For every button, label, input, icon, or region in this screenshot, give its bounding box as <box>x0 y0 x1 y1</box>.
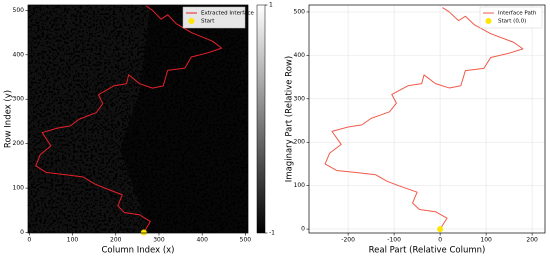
axes-frame <box>308 4 546 234</box>
legend-swatch <box>188 18 195 24</box>
interface-line <box>324 7 524 230</box>
y-tick-label: 400 <box>294 52 306 59</box>
x-tick-label: 100 <box>480 237 492 244</box>
legend-label: Interface Path <box>498 11 537 17</box>
y-tick-label: 0 <box>301 226 305 233</box>
legend-box <box>479 6 543 29</box>
axes-frame <box>27 4 249 234</box>
y-tick-label: 100 <box>13 185 25 192</box>
y-tick-label: 500 <box>294 8 306 15</box>
y-tick-label: 0 <box>20 229 24 236</box>
y-tick-label: 300 <box>13 96 25 103</box>
y-axis-label: Imaginary Part (Relative Row) <box>285 56 295 182</box>
colorbar <box>256 4 266 234</box>
x-tick-label: 0 <box>438 237 442 244</box>
y-tick-label: 500 <box>13 7 25 14</box>
legend-label: Start <box>201 19 215 25</box>
y-tick-label: 200 <box>294 139 306 146</box>
legend-box <box>182 6 246 29</box>
y-tick-label: 400 <box>13 51 25 58</box>
plot-area <box>309 5 545 233</box>
colorbar-tick-label: 1 <box>269 2 273 9</box>
x-tick-label: 400 <box>196 237 208 244</box>
y-axis-label: Row Index (y) <box>4 90 14 148</box>
x-tick-label: 0 <box>27 237 31 244</box>
x-tick-label: 200 <box>110 237 122 244</box>
legend-label: Extracted Interface <box>201 11 255 17</box>
colorbar-tick-label: -1 <box>269 230 275 237</box>
y-tick-label: 300 <box>294 95 306 102</box>
noise-image <box>28 5 248 233</box>
x-axis-label: Column Index (x) <box>101 246 174 256</box>
start-point <box>437 226 444 233</box>
y-tick-label: 200 <box>13 140 25 147</box>
x-tick-label: 200 <box>526 237 538 244</box>
y-tick-label: 100 <box>294 182 306 189</box>
x-tick-label: 500 <box>240 237 252 244</box>
x-tick-label: -100 <box>387 237 401 244</box>
legend-swatch <box>485 18 492 24</box>
x-tick-label: -200 <box>341 237 355 244</box>
interface-line <box>35 5 223 233</box>
legend-label: Start (0,0) <box>498 19 526 25</box>
x-axis-label: Real Part (Relative Column) <box>369 246 486 256</box>
start-point <box>140 229 147 236</box>
x-tick-label: 100 <box>67 237 79 244</box>
x-tick-label: 300 <box>153 237 165 244</box>
